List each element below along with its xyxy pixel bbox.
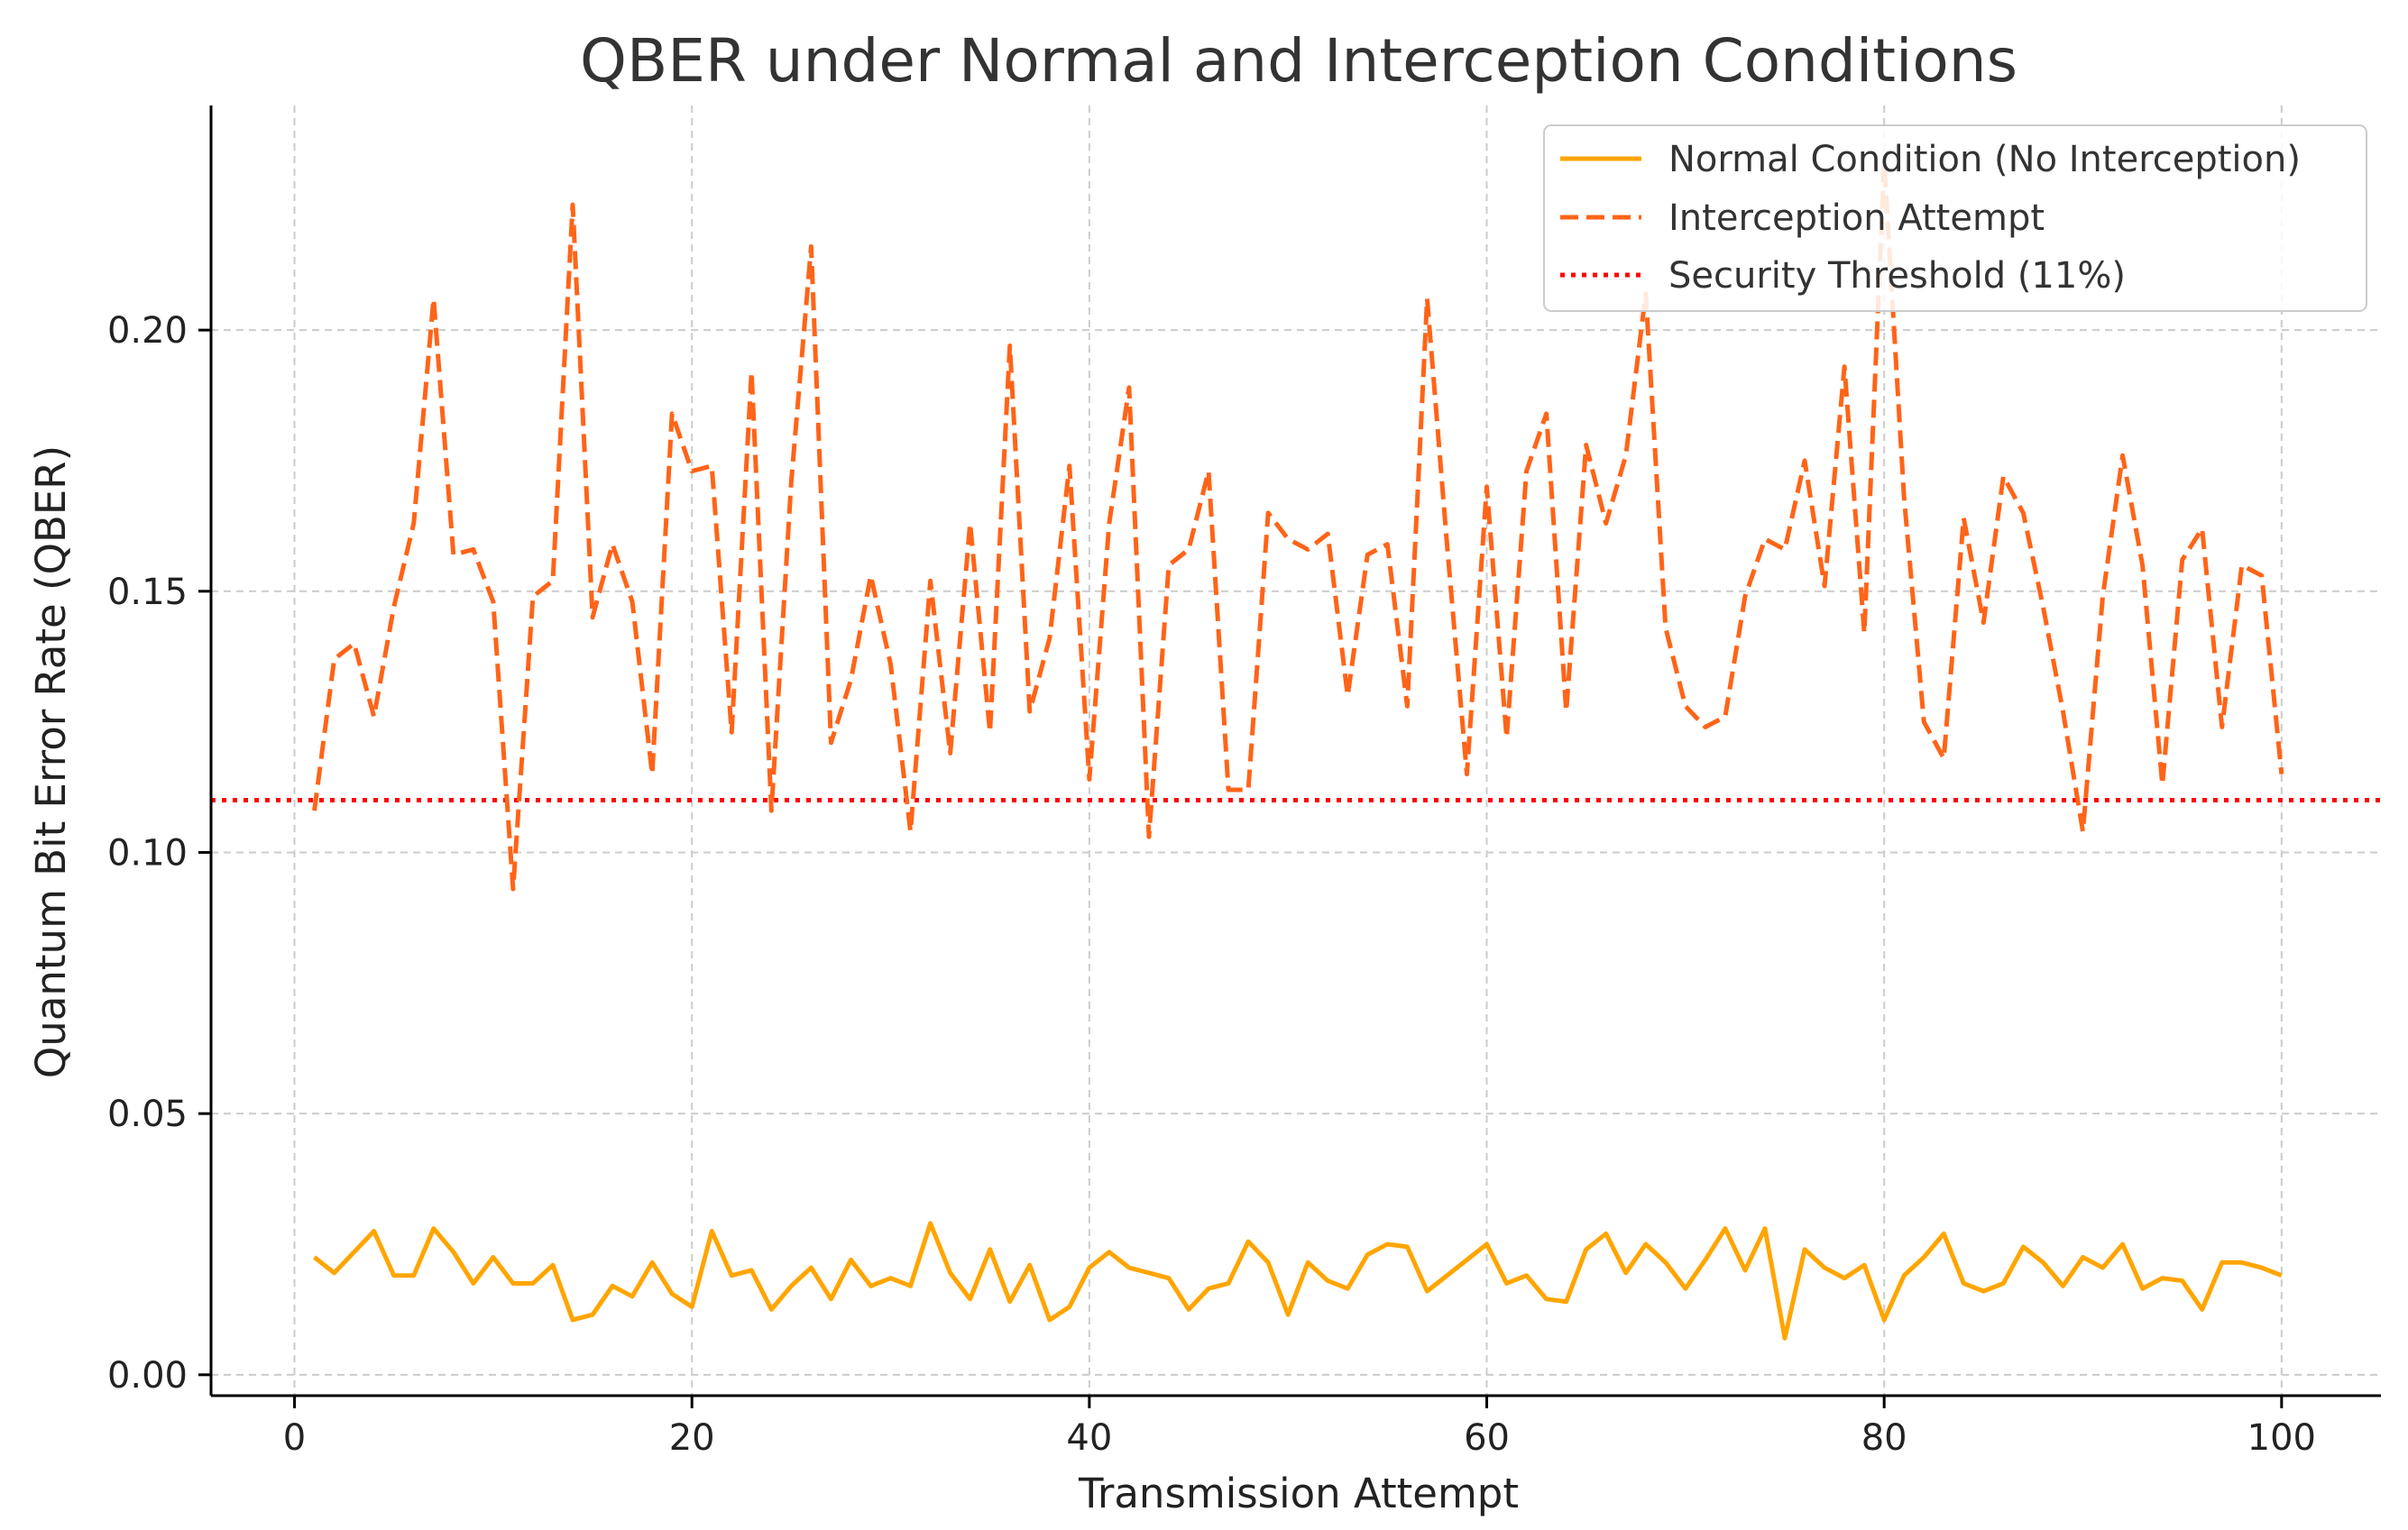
- x-tick-label: 80: [1861, 1417, 1907, 1459]
- ticks-layer: 0 20 40 60 80 100 0.00 0.05 0.10 0.15 0.20: [107, 310, 2316, 1459]
- x-tick-label: 100: [2247, 1417, 2316, 1459]
- y-axis-label: Quantum Bit Error Rate (QBER): [27, 445, 75, 1078]
- y-tick-label: 0.05: [107, 1094, 188, 1135]
- series-layer: [312, 160, 2284, 1341]
- legend-label-threshold: Security Threshold (11%): [1668, 255, 2126, 297]
- chart-title: QBER under Normal and Interception Condi…: [580, 26, 2017, 96]
- x-tick-label: 40: [1066, 1417, 1112, 1459]
- interception-attempt-line: [312, 160, 2284, 892]
- y-tick-label: 0.00: [107, 1355, 188, 1397]
- x-axis-label: Transmission Attempt: [1078, 1470, 1519, 1517]
- y-tick-label: 0.20: [107, 310, 188, 352]
- x-tick-label: 20: [669, 1417, 715, 1459]
- y-tick-label: 0.15: [107, 572, 188, 613]
- legend-label-interception: Interception Attempt: [1668, 197, 2045, 239]
- legend: Normal Condition (No Interception) Inter…: [1543, 124, 2367, 312]
- axes-layer: [209, 105, 2381, 1397]
- grid-layer: [211, 105, 2381, 1396]
- legend-label-normal: Normal Condition (No Interception): [1668, 139, 2301, 180]
- legend-box: [1543, 124, 2367, 312]
- y-tick-label: 0.10: [107, 832, 188, 874]
- normal-condition-line: [313, 1221, 2283, 1341]
- x-tick-label: 0: [283, 1417, 306, 1459]
- x-tick-label: 60: [1464, 1417, 1510, 1459]
